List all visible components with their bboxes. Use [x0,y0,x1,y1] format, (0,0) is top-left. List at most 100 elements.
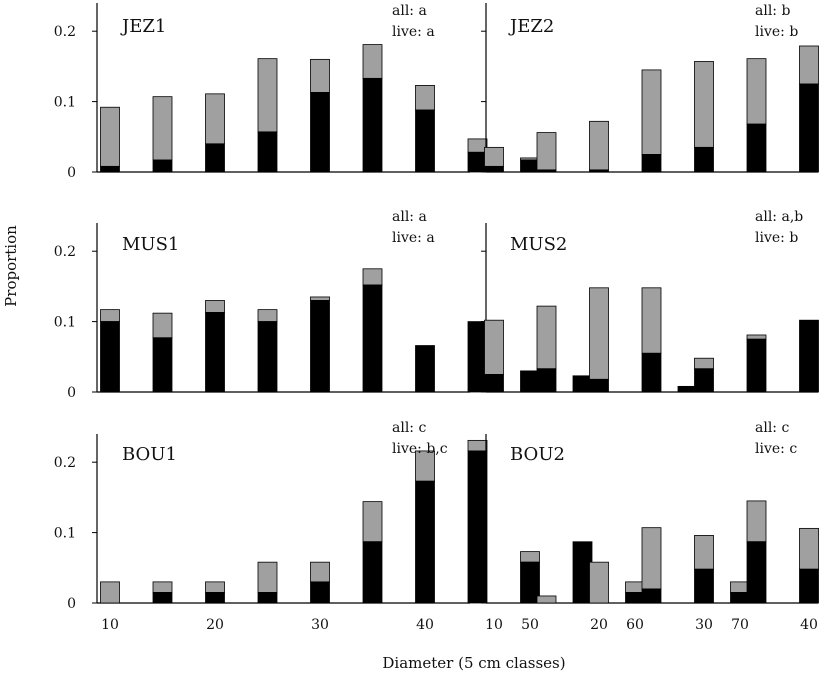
bar-dead [310,296,330,301]
annotation-all: all: a [392,3,427,19]
bar-live [799,83,819,173]
bar-live [362,541,383,604]
bar-dead [257,58,278,133]
bar-dead [694,357,714,370]
bar-live [205,592,225,604]
panel-title: BOU2 [510,444,565,465]
x-tick-label: 40 [416,617,434,633]
panel-title: MUS1 [122,234,179,255]
bar-live [310,92,330,173]
bar-dead [589,561,609,604]
y-tick-label: 0.1 [54,95,76,111]
bar-dead [536,305,557,370]
panel-jez2: JEZ2 all: b live: b [481,3,819,173]
bar-live [100,321,120,393]
y-tick-label: 0.1 [54,526,76,542]
bar-dead [257,561,278,593]
bar-dead [536,595,557,604]
panel-title: BOU1 [122,444,177,465]
bar-live [746,338,767,393]
panel-title: JEZ1 [120,16,166,37]
annotation-all: all: c [392,420,426,436]
panel-jez1: 0 0.1 0.2 JEZ1 all: a live: a [54,3,540,181]
x-tick-label: 50 [521,617,539,633]
bar-live [415,345,435,393]
bar-dead [694,535,714,570]
annotation-all: all: b [755,3,790,19]
x-tick-label: 30 [311,617,329,633]
bar-dead [799,45,819,85]
bar-dead [205,93,225,145]
bar-dead [100,309,120,322]
bar-dead [641,287,662,354]
bar-dead [536,132,557,171]
bar-live [100,165,120,173]
x-tick-label: 40 [800,617,818,633]
bar-live [415,109,435,173]
bar-dead [100,106,120,167]
annotation-live: live: a [392,24,435,40]
panel-title: JEZ2 [508,16,554,37]
bar-dead [641,69,662,155]
panel-title: MUS2 [510,234,567,255]
bar-live [641,588,662,604]
x-tick-label: 20 [590,617,608,633]
bar-dead [362,44,383,79]
bar-live [536,368,557,393]
bar-live [415,480,435,604]
bar-dead [257,309,278,322]
annotation-live: live: a [392,230,435,246]
bar-dead [484,319,504,375]
bar-dead [589,287,609,380]
bar-dead [310,58,330,93]
bar-live [589,169,609,173]
bar-dead [152,96,173,161]
bar-live [310,581,330,604]
bar-live [589,378,609,393]
y-tick-label: 0.2 [54,455,76,471]
bar-live [362,284,383,393]
bar-dead [746,500,767,543]
bar-dead [746,58,767,125]
bar-dead [484,146,504,167]
bar-dead [362,501,383,543]
annotation-all: all: a,b [755,209,803,225]
annotation-live: live: b [755,24,798,40]
x-tick-label: 20 [206,617,224,633]
bar-dead [415,85,435,111]
bar-live [257,131,278,173]
bar-live [484,373,504,393]
bar-live [467,450,488,604]
bar-dead [205,300,225,313]
bar-dead [589,120,609,171]
annotation-all: all: a [392,209,427,225]
bar-dead [205,581,225,593]
x-tick-label: 60 [626,617,644,633]
bar-live [799,568,819,604]
bar-live [362,77,383,173]
y-tick-label: 0.2 [54,24,76,40]
bar-live [746,541,767,604]
bar-live [152,592,173,604]
annotation-live: live: b,c [392,441,448,457]
y-tick-label: 0.1 [54,315,76,331]
bar-live [641,153,662,173]
bar-live [152,159,173,173]
panels: 0 0.1 0.2 JEZ1 all: a live: a JEZ2 all: b live: … [54,3,819,633]
bar-dead [100,581,120,604]
bar-dead [362,268,383,286]
y-tick-label: 0 [67,596,76,612]
bar-dead [746,334,767,340]
bar-live [694,146,714,173]
bar-dead [799,527,819,570]
x-tick-label: 30 [695,617,713,633]
annotation-live: live: c [755,441,797,457]
bar-dead [152,581,173,593]
y-tick-label: 0 [67,385,76,401]
x-tick-label: 70 [731,617,749,633]
bar-live [310,300,330,393]
bar-live [746,123,767,173]
panel-mus2: MUS2 all: a,b live: b [481,209,819,393]
bar-dead [641,527,662,590]
bar-live [152,337,173,393]
